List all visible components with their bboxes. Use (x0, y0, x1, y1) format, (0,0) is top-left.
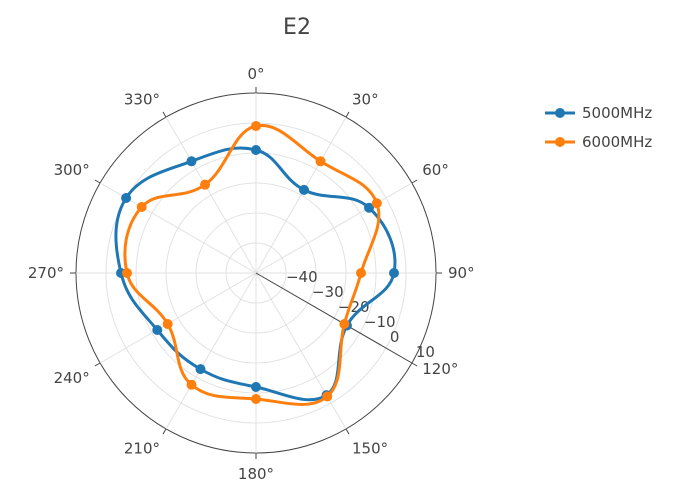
legend-item-6000MHz[interactable]: 6000MHz (545, 133, 652, 151)
series-group (114, 121, 399, 406)
chart-title: E2 (283, 15, 311, 40)
data-point (136, 202, 147, 212)
grid-spoke (255, 182, 413, 274)
data-point (195, 364, 206, 375)
grid-spoke (255, 116, 347, 274)
angular-tick-label: 60° (422, 161, 449, 179)
angular-tick (411, 179, 418, 184)
angular-tick (94, 179, 101, 184)
angular-tick (162, 428, 167, 435)
radial-axis-line (255, 272, 413, 364)
data-point (299, 184, 309, 195)
data-point (364, 202, 375, 213)
legend[interactable]: 5000MHz 6000MHz (545, 104, 652, 151)
legend-item-5000MHz[interactable]: 5000MHz (545, 104, 652, 122)
angular-tick (94, 362, 101, 367)
data-point (251, 145, 261, 155)
angular-tick-label: 90° (448, 264, 475, 282)
data-point (339, 319, 350, 329)
angular-tick (345, 428, 350, 435)
radial-tick-label: −10 (364, 313, 396, 331)
angular-tick-label: 330° (124, 91, 160, 109)
data-point (371, 198, 382, 209)
legend-swatch-marker (555, 108, 565, 118)
angular-tick-label: 150° (352, 439, 388, 457)
angular-tick-label: 30° (352, 91, 379, 109)
grid-spoke (165, 272, 257, 430)
angular-tick-label: 120° (422, 360, 458, 378)
data-point (121, 193, 132, 203)
radial-axis: −40−30−20−100 10 (255, 268, 435, 364)
radial-tick-label: 10 (416, 343, 435, 361)
radial-tick-label: −30 (312, 283, 344, 301)
angular-tick (411, 362, 418, 367)
radial-tick-label: 0 (390, 328, 400, 346)
data-point (251, 382, 261, 392)
radial-tick-label: −40 (286, 268, 318, 286)
angular-axis-labels: 0° 30° 60° 90° 120° 150° 180° 210° 240° 270° 300° 3… (28, 65, 475, 483)
angular-tick-label: 240° (54, 369, 90, 387)
data-point (200, 179, 210, 190)
data-point (251, 121, 261, 131)
radial-tick-label: −20 (338, 298, 370, 316)
legend-label: 5000MHz (582, 104, 652, 122)
data-point (186, 379, 197, 390)
legend-swatch-marker (555, 137, 565, 147)
data-point (389, 268, 399, 278)
data-point (186, 156, 197, 167)
angular-tick-label: 210° (124, 439, 160, 457)
data-point (322, 391, 333, 402)
data-point (122, 268, 132, 278)
grid-spoke (165, 116, 257, 274)
grid-spoke (99, 272, 257, 364)
angular-tick (162, 111, 167, 118)
grid-spoke (255, 272, 347, 430)
angular-tick-label: 180° (238, 465, 274, 483)
angular-tick-label: 0° (247, 65, 264, 83)
data-point (162, 319, 173, 329)
data-point (251, 394, 261, 404)
data-point (356, 268, 366, 278)
angular-tick (345, 111, 350, 118)
data-point (152, 325, 163, 335)
angular-tick-label: 300° (54, 161, 90, 179)
angular-tick-label: 270° (28, 264, 64, 282)
legend-label: 6000MHz (582, 133, 652, 151)
data-point (315, 156, 326, 167)
